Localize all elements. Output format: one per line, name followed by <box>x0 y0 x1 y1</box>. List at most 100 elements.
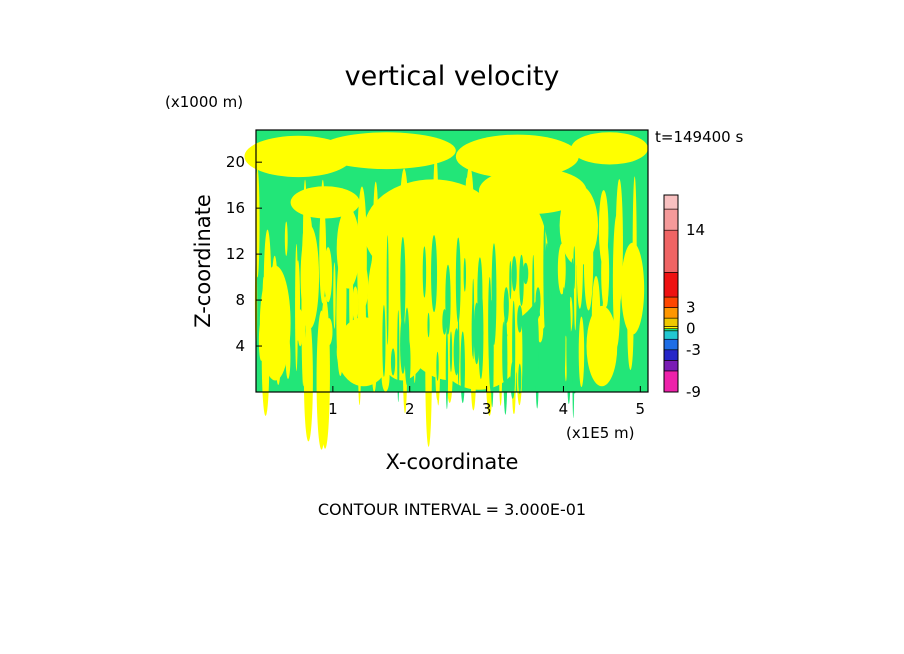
x-axis: 1 2 3 4 5 <box>328 386 645 418</box>
positive-streak <box>346 199 355 256</box>
negative-streak <box>390 348 396 376</box>
y-axis: 4 8 12 16 20 <box>226 153 262 355</box>
positive-streak <box>275 293 282 385</box>
positive-streak <box>362 290 367 358</box>
positive-region <box>586 305 618 387</box>
positive-streak <box>470 342 476 411</box>
negative-streak <box>503 287 509 324</box>
positive-streak <box>336 258 345 376</box>
colorbar-cell <box>663 349 679 361</box>
colorbar-cell <box>663 317 679 327</box>
negative-streak <box>517 305 523 333</box>
negative-streak <box>400 315 406 374</box>
positive-region <box>290 186 360 219</box>
negative-streak <box>572 345 575 375</box>
positive-streak <box>389 307 399 342</box>
negative-streak <box>548 276 552 369</box>
positive-streak <box>591 275 601 352</box>
positive-streak <box>316 310 327 450</box>
negative-streak <box>562 287 566 382</box>
positive-streak <box>460 211 466 247</box>
positive-streak <box>557 243 566 295</box>
colorbar-frame <box>663 194 679 393</box>
positive-streak <box>258 321 264 361</box>
positive-streak <box>612 214 621 347</box>
y-unit-label: (x1000 m) <box>165 93 243 111</box>
x-tick-label: 3 <box>482 400 492 418</box>
x-axis-label: X-coordinate <box>386 450 519 474</box>
negative-streak <box>518 363 522 394</box>
negative-streak <box>386 235 389 345</box>
colorbar-cell <box>663 360 679 372</box>
negative-streak <box>463 257 467 292</box>
negative-streak <box>567 280 571 308</box>
negative-streak <box>532 254 535 337</box>
negative-streak <box>460 331 465 404</box>
colorbar-cell <box>663 194 679 210</box>
negative-streak <box>522 262 529 285</box>
time-label: t=149400 s <box>655 128 743 146</box>
positive-streak <box>484 228 488 320</box>
negative-streak <box>422 246 427 298</box>
colorbar-cell <box>663 208 679 231</box>
positive-streak <box>352 286 359 323</box>
positive-streak <box>285 335 291 379</box>
y-tick-label: 4 <box>235 337 245 355</box>
negative-streak <box>427 312 430 338</box>
negative-streak <box>567 356 571 405</box>
positive-streak <box>343 235 347 344</box>
negative-streak <box>535 287 541 315</box>
positive-streak <box>436 274 441 406</box>
positive-streak <box>632 176 637 328</box>
positive-streak <box>464 300 469 371</box>
negative-streak <box>442 309 447 335</box>
plot-frame <box>255 129 649 393</box>
x-tick-label: 4 <box>559 400 569 418</box>
positive-region <box>571 132 648 165</box>
colorbar-cell <box>663 370 679 393</box>
negative-streak <box>522 346 529 378</box>
negative-streak <box>400 237 406 330</box>
negative-streak <box>544 243 549 299</box>
negative-streak <box>571 258 574 298</box>
negative-streak <box>473 302 480 365</box>
y-axis-label: Z-coordinate <box>191 194 215 328</box>
negative-streak <box>573 246 576 289</box>
positive-streak <box>601 236 610 309</box>
colorbar-cell <box>663 272 679 298</box>
positive-streak <box>413 306 416 383</box>
positive-streak <box>578 316 585 388</box>
colorbar-tick-label: -3 <box>686 341 701 359</box>
plot-area <box>244 129 649 450</box>
positive-streak <box>388 261 395 297</box>
negative-streak <box>449 331 453 373</box>
negative-streak <box>490 311 494 408</box>
positive-streak <box>295 243 298 372</box>
y-tick-label: 16 <box>226 199 245 217</box>
x-tick-label: 1 <box>328 400 338 418</box>
x-tick-label: 5 <box>636 400 646 418</box>
negative-streak <box>511 256 517 292</box>
colorbar-cell <box>663 326 679 329</box>
x-unit-label: (x1E5 m) <box>566 424 635 442</box>
contour-interval-label: CONTOUR INTERVAL = 3.000E-01 <box>318 500 586 519</box>
positive-region <box>317 132 456 170</box>
positive-streak <box>333 262 336 329</box>
positive-streak <box>465 165 475 277</box>
positive-streak <box>370 207 373 233</box>
x-tick-label: 2 <box>405 400 415 418</box>
positive-streak <box>471 269 477 310</box>
negative-streak <box>455 237 461 323</box>
negative-streak <box>472 278 475 360</box>
positive-streak <box>263 229 272 350</box>
colorbar-tick-label: -9 <box>686 383 701 401</box>
negative-streak <box>431 235 438 313</box>
velocity-field <box>244 132 648 450</box>
negative-streak <box>502 321 505 381</box>
colorbar-tick-label: 0 <box>686 320 696 338</box>
colorbar-tick-label: 14 <box>686 221 705 239</box>
positive-streak <box>284 221 288 256</box>
negative-streak <box>510 361 515 399</box>
positive-streak <box>349 245 354 348</box>
